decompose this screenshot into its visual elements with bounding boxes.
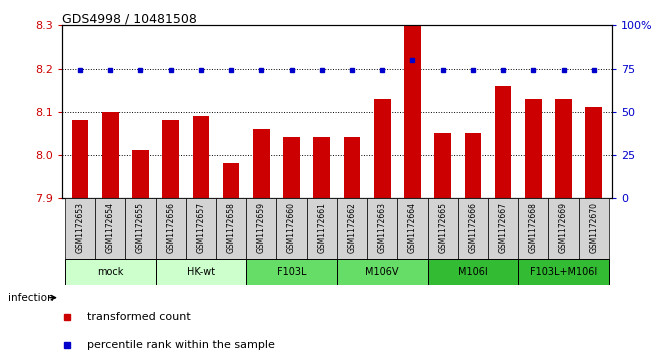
Bar xyxy=(344,138,360,198)
Text: GSM1172667: GSM1172667 xyxy=(499,202,508,253)
Bar xyxy=(186,198,216,260)
Bar xyxy=(277,198,307,260)
Bar xyxy=(283,138,300,198)
Text: percentile rank within the sample: percentile rank within the sample xyxy=(87,340,275,350)
Text: HK-wt: HK-wt xyxy=(187,267,215,277)
Bar xyxy=(156,259,246,285)
Bar xyxy=(162,120,179,198)
Text: GSM1172662: GSM1172662 xyxy=(348,202,357,253)
Bar xyxy=(307,198,337,260)
Bar xyxy=(525,99,542,198)
Text: mock: mock xyxy=(97,267,124,277)
Text: M106I: M106I xyxy=(458,267,488,277)
Text: GSM1172660: GSM1172660 xyxy=(287,202,296,253)
Text: F103L+M106I: F103L+M106I xyxy=(530,267,597,277)
Bar xyxy=(193,116,209,198)
Bar xyxy=(428,259,518,285)
Bar xyxy=(102,111,118,198)
Bar xyxy=(72,120,89,198)
Bar xyxy=(337,259,428,285)
Bar xyxy=(518,198,548,260)
Text: GSM1172666: GSM1172666 xyxy=(469,202,477,253)
Text: M106V: M106V xyxy=(365,267,399,277)
Bar xyxy=(65,198,95,260)
Bar xyxy=(579,198,609,260)
Text: GSM1172669: GSM1172669 xyxy=(559,202,568,253)
Bar xyxy=(95,198,125,260)
Bar xyxy=(223,163,240,198)
Bar xyxy=(156,198,186,260)
Text: GSM1172659: GSM1172659 xyxy=(257,202,266,253)
Text: F103L: F103L xyxy=(277,267,307,277)
Text: transformed count: transformed count xyxy=(87,312,190,322)
Text: GSM1172661: GSM1172661 xyxy=(317,202,326,253)
Text: GSM1172656: GSM1172656 xyxy=(166,202,175,253)
Text: GSM1172668: GSM1172668 xyxy=(529,202,538,253)
Bar xyxy=(434,133,451,198)
Text: GSM1172663: GSM1172663 xyxy=(378,202,387,253)
Bar xyxy=(518,259,609,285)
Text: GSM1172654: GSM1172654 xyxy=(105,202,115,253)
Bar xyxy=(428,198,458,260)
Bar xyxy=(495,86,512,198)
Bar xyxy=(253,129,270,198)
Bar xyxy=(488,198,518,260)
Text: GSM1172653: GSM1172653 xyxy=(76,202,85,253)
Text: GSM1172664: GSM1172664 xyxy=(408,202,417,253)
Bar xyxy=(132,150,148,198)
Bar xyxy=(65,259,156,285)
Bar xyxy=(555,99,572,198)
Text: GSM1172657: GSM1172657 xyxy=(197,202,205,253)
Text: GSM1172658: GSM1172658 xyxy=(227,202,236,253)
Bar xyxy=(125,198,156,260)
Bar xyxy=(246,259,337,285)
Bar xyxy=(367,198,397,260)
Text: GSM1172655: GSM1172655 xyxy=(136,202,145,253)
Text: GSM1172665: GSM1172665 xyxy=(438,202,447,253)
Text: GDS4998 / 10481508: GDS4998 / 10481508 xyxy=(62,13,197,26)
Text: GSM1172670: GSM1172670 xyxy=(589,202,598,253)
Bar xyxy=(548,198,579,260)
Bar xyxy=(404,25,421,198)
Bar xyxy=(374,99,391,198)
Bar xyxy=(465,133,481,198)
Bar xyxy=(397,198,428,260)
Bar xyxy=(458,198,488,260)
Bar xyxy=(314,138,330,198)
Text: infection: infection xyxy=(8,293,54,303)
Bar xyxy=(585,107,602,198)
Bar xyxy=(246,198,277,260)
Bar xyxy=(337,198,367,260)
Bar xyxy=(216,198,246,260)
